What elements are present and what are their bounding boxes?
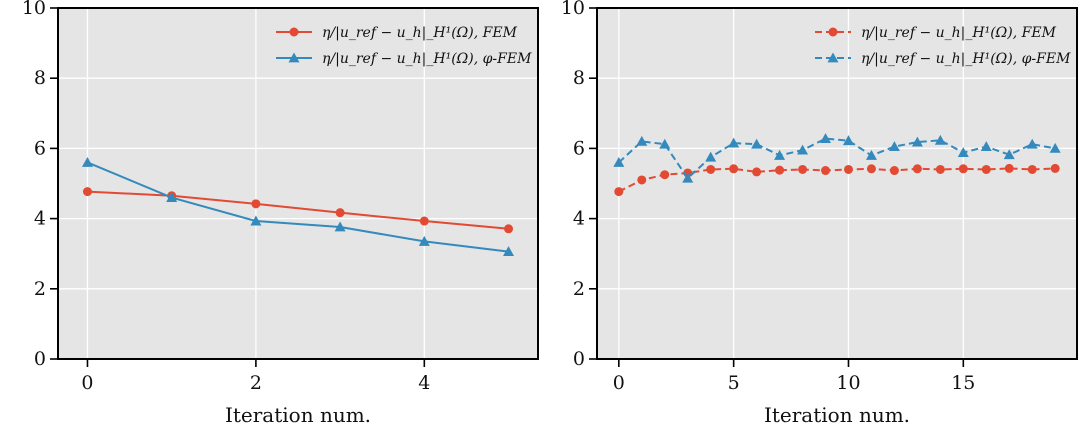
y-tick-label: 2	[573, 278, 585, 300]
data-point	[912, 164, 922, 174]
x-tick-label: 15	[951, 372, 975, 394]
data-point	[335, 208, 345, 218]
x-tick-label: 0	[81, 372, 93, 394]
x-tick-label: 2	[250, 372, 262, 394]
axis-ticks: 0 5 10 15 0 2 4 6 8 10	[561, 0, 976, 394]
y-tick-label: 6	[573, 137, 585, 159]
data-point	[1027, 164, 1037, 174]
y-tick-label: 6	[34, 137, 46, 159]
data-point	[774, 149, 786, 160]
legend-marker	[289, 27, 299, 37]
y-tick-label: 10	[561, 0, 585, 19]
series-line	[618, 137, 1056, 180]
data-point	[797, 144, 809, 155]
data-point	[957, 147, 969, 158]
data-point	[1026, 138, 1038, 149]
data-point	[419, 216, 429, 226]
legend-marker	[828, 27, 838, 37]
data-point	[958, 164, 968, 174]
data-point	[1004, 163, 1014, 173]
data-point	[660, 170, 670, 180]
data-point	[334, 221, 346, 232]
series-line	[87, 161, 509, 253]
y-tick-label: 8	[34, 67, 46, 89]
y-tick-label: 0	[34, 348, 46, 370]
data-point	[935, 164, 945, 174]
data-point	[251, 199, 261, 209]
data-point	[1050, 163, 1060, 173]
data-point	[636, 135, 648, 146]
data-point	[1003, 149, 1015, 160]
data-point	[981, 164, 991, 174]
data-point	[934, 134, 946, 145]
legend-entry-label: η/|u_ref − u_h|_H¹(Ω), φ-FEM	[322, 51, 532, 67]
data-point	[751, 138, 763, 149]
data-point	[613, 156, 625, 167]
legend: η/|u_ref − u_h|_H¹(Ω), FEM η/|u_ref − u_h…	[276, 25, 532, 67]
data-point	[504, 224, 514, 234]
left-chart-panel: 0 2 4 0 2 4 6 8 10 Iteration num. η/|u_ref − u_h…	[22, 0, 539, 427]
x-tick-label: 4	[418, 372, 430, 394]
x-tick-label: 5	[728, 372, 740, 394]
series-line	[87, 190, 509, 230]
legend-entry-label: η/|u_ref − u_h|_H¹(Ω), FEM	[322, 25, 518, 41]
data-point	[889, 166, 899, 176]
y-tick-label: 4	[573, 208, 585, 230]
data-point	[866, 164, 876, 174]
x-axis-label: Iteration num.	[225, 403, 371, 427]
plot-frame	[596, 7, 1078, 360]
data-point	[775, 165, 785, 175]
legend-entry-label: η/|u_ref − u_h|_H¹(Ω), φ-FEM	[861, 51, 1071, 67]
data-point	[250, 215, 262, 226]
data-point	[821, 166, 831, 176]
y-tick-label: 10	[22, 0, 46, 19]
data-point	[842, 135, 854, 146]
data-point	[659, 138, 671, 149]
series-layer	[613, 133, 1061, 197]
data-point	[166, 192, 178, 202]
data-point	[843, 164, 853, 174]
data-point	[798, 164, 808, 174]
series-layer	[81, 156, 515, 256]
data-point	[728, 137, 740, 148]
data-point	[980, 141, 992, 152]
data-point	[82, 187, 92, 197]
data-point	[81, 156, 93, 167]
data-point	[705, 151, 717, 162]
data-point	[1049, 142, 1061, 153]
legend-entry-label: η/|u_ref − u_h|_H¹(Ω), FEM	[861, 25, 1057, 41]
legend: η/|u_ref − u_h|_H¹(Ω), FEM η/|u_ref − u_h…	[815, 25, 1071, 67]
x-tick-label: 0	[613, 372, 625, 394]
axis-ticks: 0 2 4 0 2 4 6 8 10	[22, 0, 431, 394]
data-point	[637, 175, 647, 185]
data-point	[503, 246, 515, 256]
data-point	[682, 172, 694, 183]
y-tick-label: 2	[34, 278, 46, 300]
x-tick-label: 10	[836, 372, 860, 394]
data-point	[911, 136, 923, 147]
data-point	[729, 164, 739, 174]
data-point	[888, 141, 900, 152]
plot-frame	[57, 7, 539, 360]
plot-area-background	[597, 8, 1077, 359]
data-point	[865, 149, 877, 160]
legend-marker	[288, 52, 300, 63]
y-tick-label: 4	[34, 208, 46, 230]
right-chart-panel: 0 5 10 15 0 2 4 6 8 10 Iteration num. η/|u_ref − …	[561, 0, 1078, 427]
legend-marker	[827, 52, 839, 63]
data-point	[614, 187, 624, 197]
x-axis-label: Iteration num.	[764, 403, 910, 427]
y-tick-label: 0	[573, 348, 585, 370]
data-point	[820, 133, 832, 143]
y-tick-label: 8	[573, 67, 585, 89]
data-point	[706, 164, 716, 174]
data-point	[752, 167, 762, 177]
data-point	[418, 235, 430, 246]
